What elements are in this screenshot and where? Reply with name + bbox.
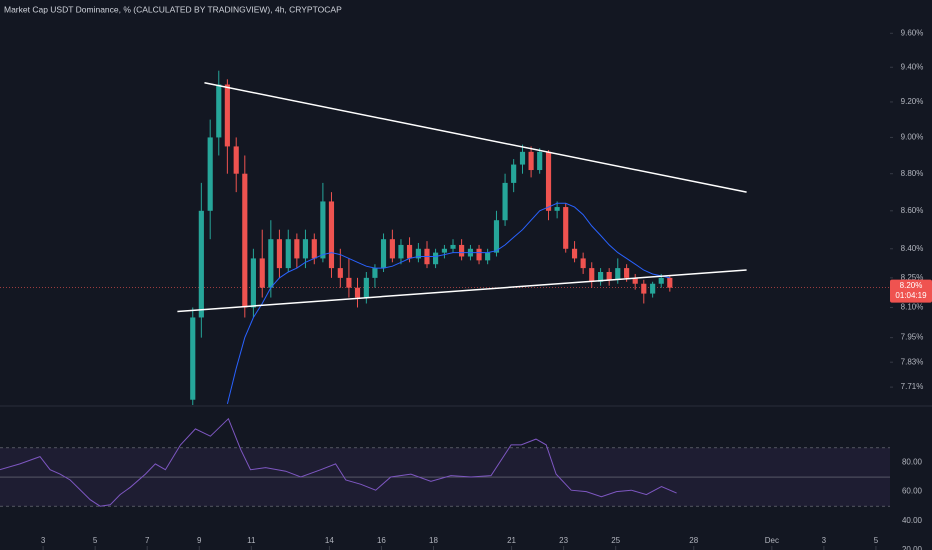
rsi-tick-label: 60.00 [902,487,923,496]
candle-body [294,239,300,259]
candle-body [624,268,630,278]
y-tick-label: 8.10% [901,303,924,312]
x-tick-label: 3 [822,536,827,545]
x-tick-label: 5 [93,536,98,545]
candle-body [554,207,560,211]
price-pane [0,70,890,405]
y-tick-label: 8.40% [901,244,924,253]
x-tick-label: 21 [507,536,516,545]
candle-body [433,252,439,265]
x-tick-label: 3 [41,536,46,545]
candle-body [658,277,664,284]
candle-body [285,239,291,269]
candle-body [372,268,378,278]
candle-body [545,151,552,211]
x-tick-label: 7 [145,536,150,545]
last-price-tag [890,279,932,303]
candle-body [589,268,595,282]
candle-body [615,268,621,280]
y-tick-label: 9.00% [901,133,924,142]
x-tick-label: 14 [325,536,334,545]
candle-body [485,252,491,261]
candle-body [441,248,448,253]
x-tick-label: 23 [559,536,568,545]
candle-body [511,164,517,183]
candle-body [632,277,638,284]
candle-body [233,146,239,174]
y-tick-label: 7.71% [901,382,924,391]
candle-body [537,151,543,171]
last-price-label: 8.20% [900,281,923,290]
candle-body [528,151,534,171]
x-tick-label: 9 [197,536,202,545]
candle-body [302,239,309,259]
y-tick-label: 8.25% [901,273,924,282]
candle-body [459,244,465,257]
candle-body [398,244,404,259]
candle-body [415,248,421,259]
countdown-label: 01:04:19 [895,291,927,300]
chart-title: Market Cap USDT Dominance, % (CALCULATED… [4,4,342,14]
candle-body [337,268,343,278]
candle-body [598,272,604,282]
candle-body [519,151,526,165]
candle-body [216,84,222,138]
candle-body [259,258,265,288]
x-tick-label: 16 [377,536,386,545]
candle-body [450,244,456,249]
candle-body [493,220,500,253]
candle-body [380,239,387,269]
y-tick-label: 8.80% [901,169,924,178]
y-tick-label: 9.40% [901,62,924,71]
candle-body [190,317,196,400]
candle-body [354,287,361,298]
candle-body [276,239,282,269]
candle-body [320,201,326,259]
trendline [177,269,747,313]
candle-body [667,277,673,288]
candle-body [606,272,612,280]
candle-body [476,248,482,261]
rsi-line [0,417,677,507]
candle-body [502,182,508,221]
candle-body [650,283,656,294]
candle-body [406,244,413,259]
rsi-tick-label: 40.00 [902,516,923,525]
candle-body [571,248,578,259]
candle-body [389,239,395,259]
candle-body [563,207,569,249]
candle-body [268,239,274,288]
y-tick-label: 7.95% [901,333,924,342]
candle-body [346,277,352,288]
x-tick-label: 11 [247,536,256,545]
y-tick-label: 9.20% [901,97,924,106]
x-tick-label: 18 [429,536,438,545]
x-tick-label: 25 [611,536,620,545]
candle-body [641,283,647,294]
candle-body [580,258,586,269]
x-tick-label: 5 [874,536,879,545]
candle-body [198,210,204,318]
candle-body [311,239,317,259]
x-tick-label: Dec [765,536,779,545]
y-tick-label: 7.83% [901,357,924,366]
rsi-tick-label: 80.00 [902,458,923,467]
rsi-tick-label: 20.00 [902,545,923,550]
candle-body [250,258,256,308]
y-tick-label: 9.60% [901,28,924,37]
x-tick-label: 28 [689,536,698,545]
candle-body [363,277,369,298]
candle-body [242,173,248,308]
moving-average [226,202,670,405]
trendline [204,82,747,193]
candle-body [224,84,230,147]
candle-body [207,137,213,211]
y-tick-label: 8.60% [901,206,924,215]
candle-body [328,201,335,269]
